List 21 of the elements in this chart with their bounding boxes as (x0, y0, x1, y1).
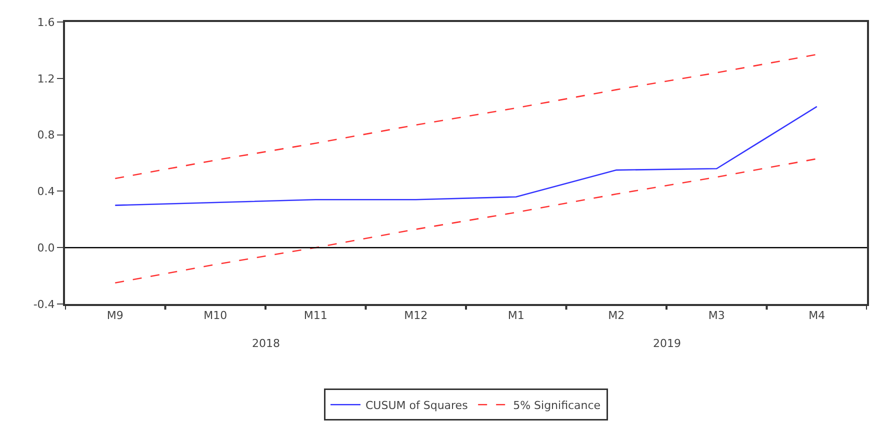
x-tick-label: M11 (304, 309, 328, 322)
line-series (114, 106, 818, 206)
y-tick-label: 1.2 (37, 72, 55, 86)
x-tick-label: M2 (608, 309, 625, 322)
x-tick-label: M9 (106, 309, 124, 322)
y-tick-label: -0.4 (33, 298, 55, 311)
line-series (114, 54, 818, 180)
y-tick-label: 0.0 (37, 241, 55, 254)
legend-label: 5% Significance (513, 398, 601, 412)
y-tick-label: 0.4 (37, 185, 55, 198)
x-tick-label: M12 (404, 309, 428, 322)
x-tick-label: M10 (204, 309, 228, 322)
x-tick-label: M3 (708, 309, 725, 322)
text: 2018 (252, 337, 280, 350)
x-tick-label: M4 (808, 309, 826, 322)
text: 2019 (653, 337, 681, 350)
y-tick-label: 1.6 (37, 16, 55, 29)
y-tick-label: 0.8 (37, 128, 55, 142)
x-tick-label: M1 (508, 309, 524, 322)
legend-label: CUSUM of Squares (366, 398, 468, 412)
line-series (114, 158, 818, 284)
